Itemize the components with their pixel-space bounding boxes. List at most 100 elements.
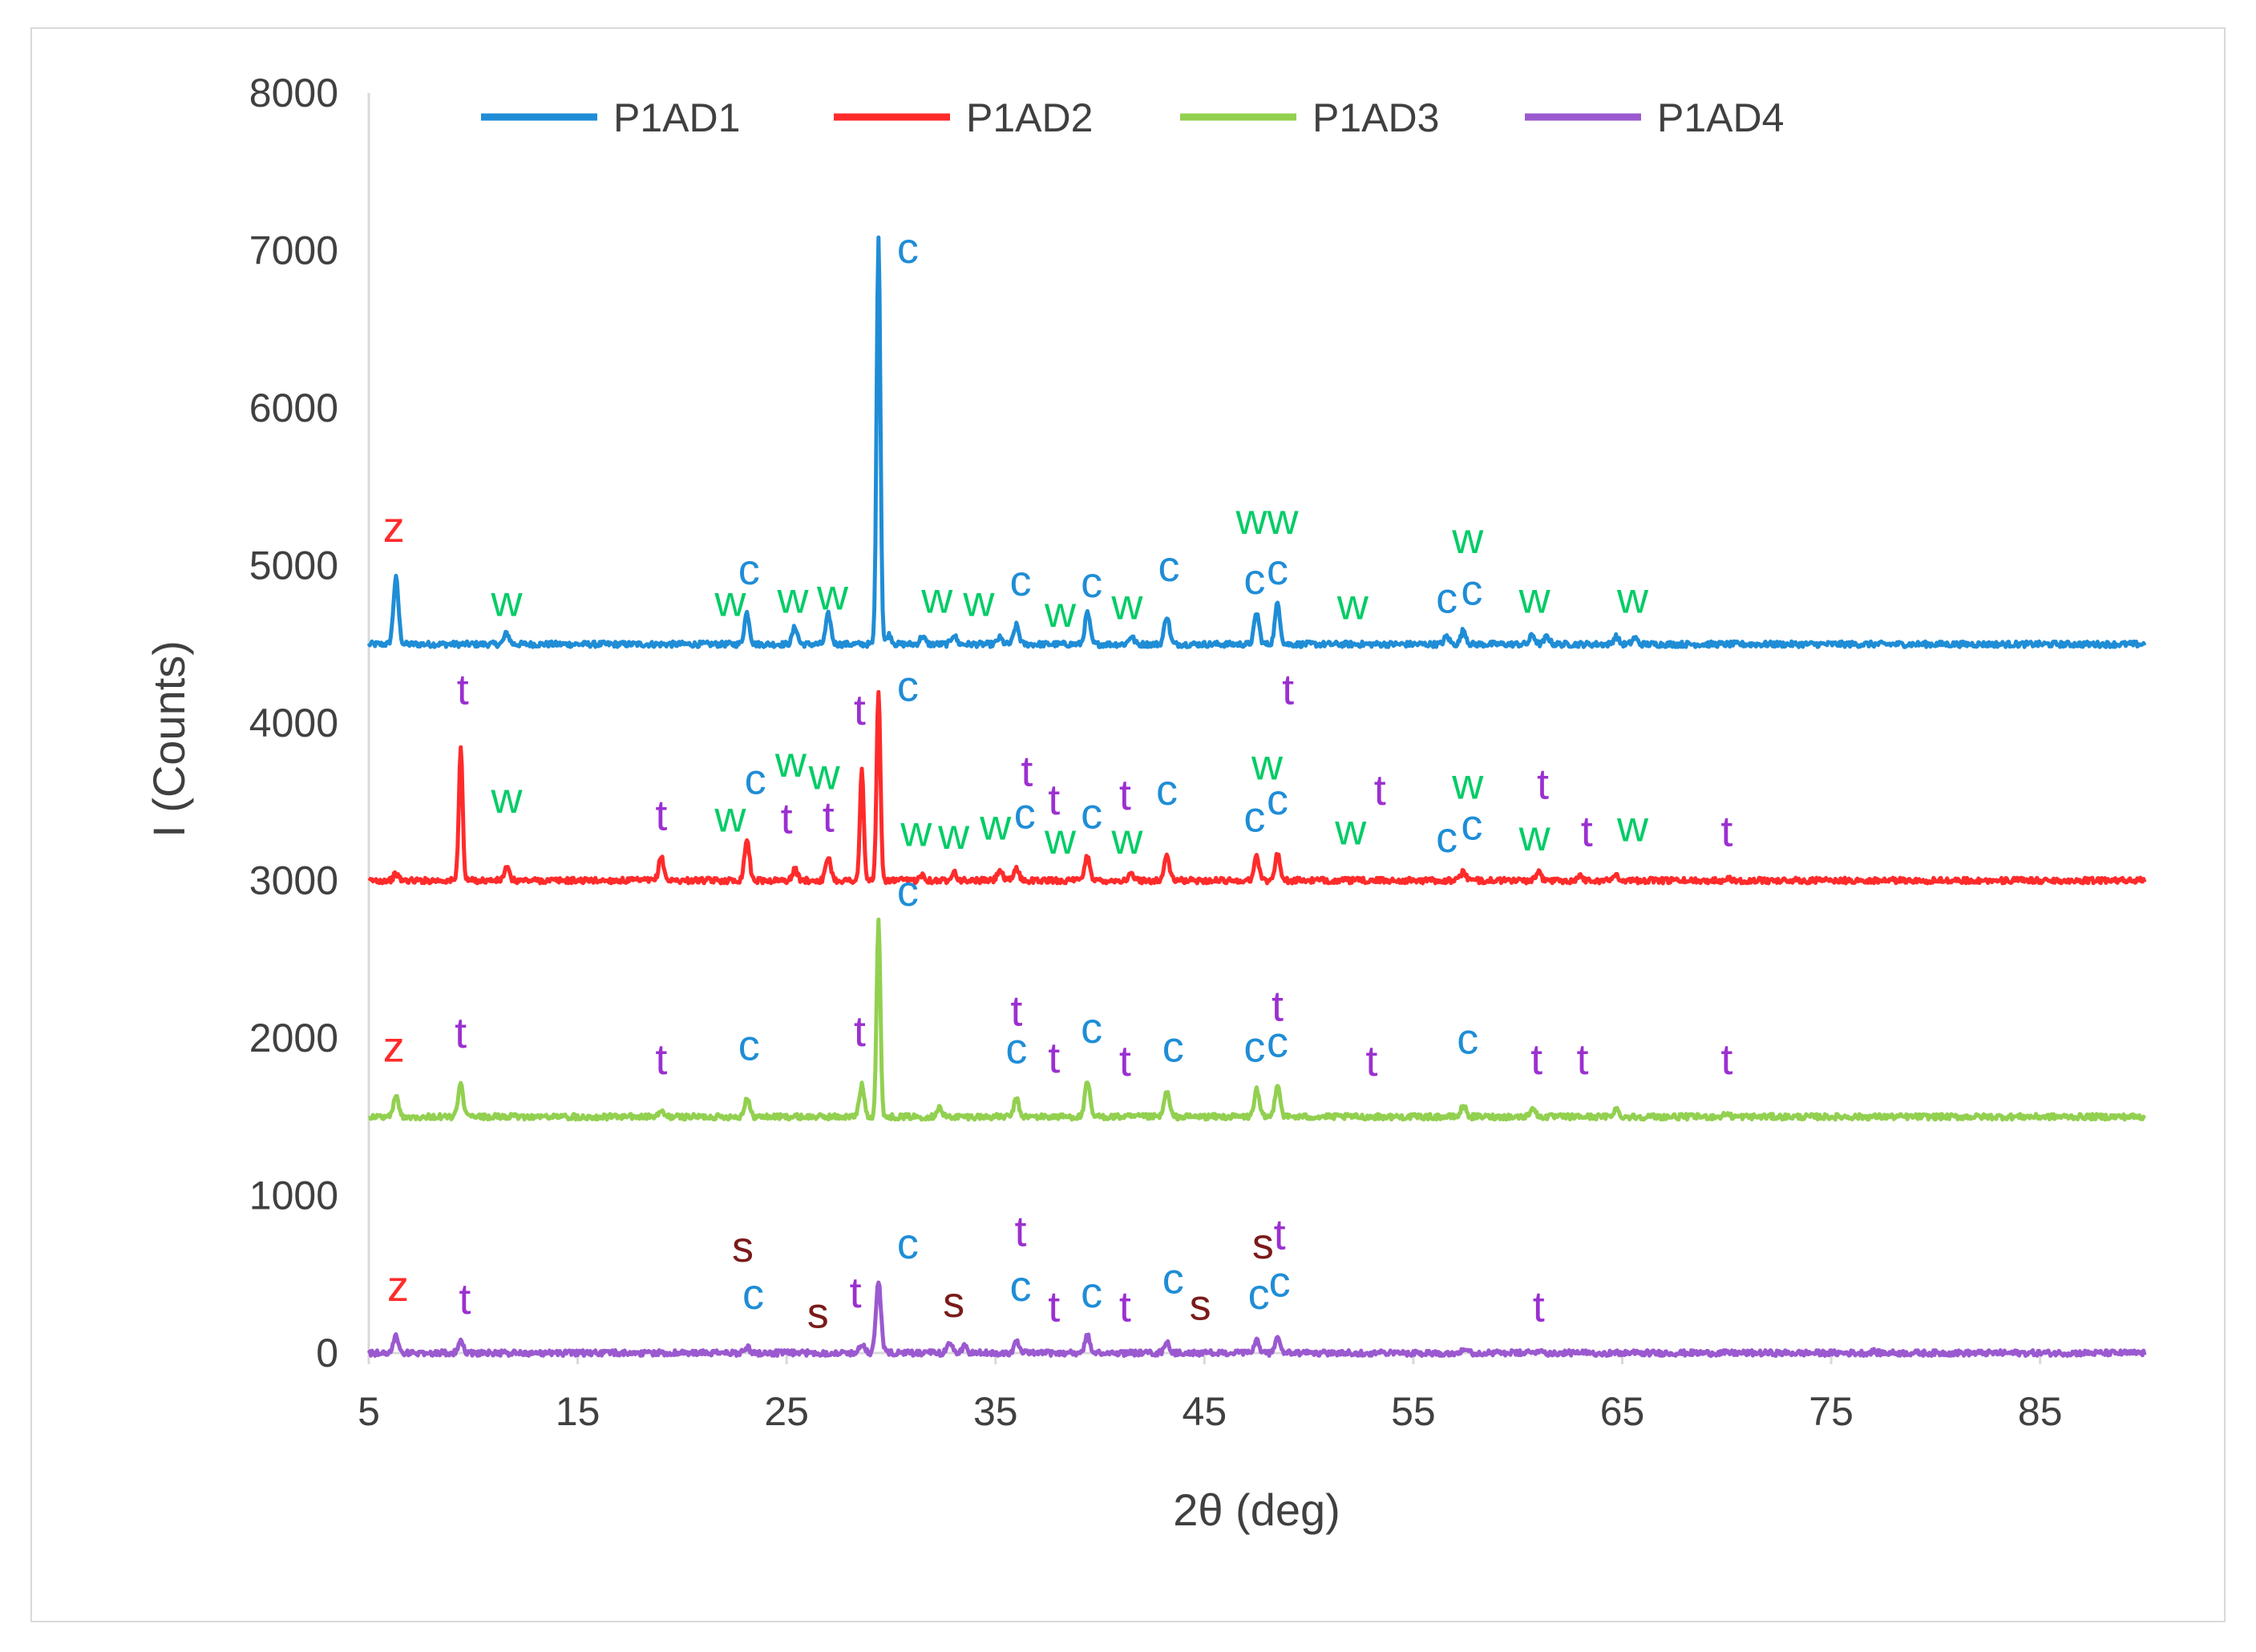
series-line-p1ad1 <box>366 235 2147 649</box>
peak-label: w <box>490 774 523 822</box>
peak-label: c <box>1081 1004 1102 1052</box>
peak-label: t <box>1272 982 1284 1030</box>
peak-label: c <box>1010 1262 1032 1311</box>
peak-label: w <box>1616 802 1649 850</box>
peak-label: c <box>1158 543 1180 591</box>
peak-label: t <box>1048 776 1060 824</box>
peak-label: w <box>1110 580 1143 628</box>
peak-label: c <box>1081 1269 1102 1317</box>
peak-label: c <box>1267 1019 1288 1067</box>
peak-label: s <box>807 1290 829 1338</box>
peak-label: w <box>776 574 809 622</box>
legend-label: P1AD4 <box>1657 95 1784 140</box>
y-tick-label: 7000 <box>249 228 338 273</box>
legend-label: P1AD3 <box>1312 95 1439 140</box>
peak-label: t <box>1119 771 1131 819</box>
peak-label: t <box>1274 1210 1286 1258</box>
peak-label: w <box>900 807 932 855</box>
peak-label: c <box>1156 766 1178 814</box>
peak-label: z <box>387 1262 409 1311</box>
peak-label: w <box>1336 580 1369 628</box>
peak-label: c <box>1243 555 1265 604</box>
x-tick-label: 25 <box>764 1389 809 1434</box>
peak-label: t <box>854 1008 866 1056</box>
legend-label: P1AD2 <box>966 95 1093 140</box>
peak-label: c <box>1162 1023 1184 1071</box>
y-tick-label: 8000 <box>249 71 338 115</box>
peak-label: t <box>1530 1036 1542 1084</box>
peak-label: s <box>1190 1282 1211 1330</box>
peak-label: w <box>979 801 1012 849</box>
peak-label: w <box>1451 515 1484 563</box>
legend: P1AD1 P1AD2 P1AD3 P1AD4 <box>481 95 1784 140</box>
peak-label: c <box>897 224 919 273</box>
peak-label: c <box>1461 567 1482 615</box>
peak-label: c <box>1269 1258 1291 1306</box>
peak-label: w <box>816 572 849 620</box>
peak-label: t <box>1577 1036 1589 1084</box>
peak-label: t <box>1533 1283 1545 1331</box>
peak-label: c <box>1457 1016 1478 1064</box>
y-tick-label: 5000 <box>249 543 338 588</box>
peak-label: t <box>1365 1037 1377 1085</box>
peak-label: w <box>714 794 746 842</box>
peak-label: c <box>1461 801 1482 849</box>
peak-label: t <box>823 794 835 842</box>
peak-label: c <box>1005 1024 1027 1072</box>
y-tick-label: 2000 <box>249 1016 338 1060</box>
peak-label: c <box>1162 1254 1184 1303</box>
peak-label: t <box>1720 1036 1732 1084</box>
axis-layer: 0 1000 2000 3000 4000 5000 6000 7000 8000 5 15 25 35… <box>249 71 2145 1434</box>
peak-label: w <box>1518 812 1551 860</box>
peak-label: w <box>1616 574 1649 622</box>
peak-label: c <box>1010 557 1032 605</box>
peak-label: z <box>383 503 405 551</box>
x-tick-label: 5 <box>358 1389 380 1434</box>
peak-label: t <box>1010 987 1022 1035</box>
series-line-p1ad4 <box>366 1280 2147 1358</box>
peak-label: c <box>897 867 919 915</box>
peak-label: t <box>655 1036 667 1084</box>
peak-label: c <box>738 546 760 594</box>
peak-label: ww <box>1235 495 1300 543</box>
peak-label: t <box>1720 807 1732 855</box>
peak-label: w <box>1044 588 1077 636</box>
peak-label: c <box>1081 790 1102 838</box>
peak-label: w <box>962 577 995 625</box>
legend-label: P1AD1 <box>613 95 740 140</box>
x-tick-label: 55 <box>1391 1389 1436 1434</box>
peak-label: c <box>1248 1270 1270 1319</box>
peak-label: c <box>1014 790 1036 838</box>
x-tick-label: 65 <box>1600 1389 1645 1434</box>
y-tick-label: 6000 <box>249 386 338 430</box>
peak-label: t <box>850 1269 862 1317</box>
peak-label: w <box>1451 760 1484 808</box>
peak-label: w <box>1251 741 1284 790</box>
peak-label: t <box>1048 1283 1060 1331</box>
peak-label: t <box>1048 1034 1060 1082</box>
series-line-p1ad2 <box>367 689 2147 886</box>
peak-label: c <box>897 1220 919 1268</box>
peak-label: w <box>1518 574 1551 622</box>
peak-label: t <box>457 665 469 713</box>
peak-label: t <box>655 792 667 840</box>
x-axis-title: 2θ (deg) <box>1173 1484 1340 1535</box>
peak-label: c <box>742 1270 764 1319</box>
peak-label: c <box>1267 546 1288 594</box>
peak-label: t <box>1282 665 1294 713</box>
y-tick-label: 4000 <box>249 701 338 745</box>
peak-label: t <box>1021 748 1033 796</box>
x-tick-label: 85 <box>2018 1389 2063 1434</box>
peak-label: c <box>1081 559 1102 607</box>
peak-label: c <box>897 662 919 710</box>
peak-label: t <box>854 686 866 734</box>
peak-label: t <box>1581 807 1593 855</box>
peak-label: s <box>732 1223 754 1271</box>
peak-label: t <box>1374 766 1386 814</box>
peak-label: s <box>1252 1220 1274 1268</box>
x-tick-label: 35 <box>973 1389 1018 1434</box>
xrd-chart: 0 1000 2000 3000 4000 5000 6000 7000 8000 5 15 25 35… <box>144 71 2147 1535</box>
series-line-p1ad3 <box>367 917 2147 1122</box>
peak-label: c <box>1243 1023 1265 1071</box>
